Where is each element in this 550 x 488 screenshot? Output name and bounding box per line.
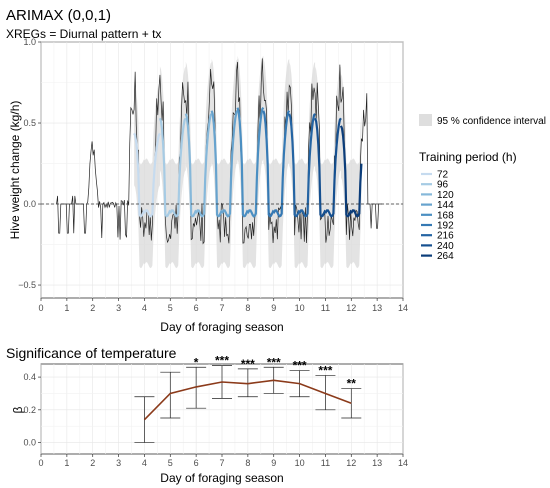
x-tick-label: 7: [219, 458, 224, 468]
prediction-line-96: [158, 117, 187, 218]
y-tick-label: 0.2: [23, 405, 36, 415]
x-tick-label: 3: [116, 458, 121, 468]
legend-label-120: 120: [437, 190, 454, 201]
x-tick-label: 7: [219, 303, 224, 313]
x-tick-label: 6: [194, 303, 199, 313]
bottom-y-ticks: 0.0 0.2 0.4: [23, 372, 41, 448]
significance-marker: *: [194, 355, 199, 369]
x-tick-label: 3: [116, 303, 121, 313]
x-tick-label: 9: [271, 458, 276, 468]
legend-label-168: 168: [437, 210, 454, 221]
x-tick-label: 4: [142, 303, 147, 313]
x-tick-label: 12: [346, 458, 356, 468]
x-tick-label: 12: [346, 303, 356, 313]
x-tick-label: 2: [90, 458, 95, 468]
bottom-grid: [40, 364, 404, 454]
legend-label-72: 72: [437, 170, 449, 181]
coefficient-line: [143, 379, 352, 421]
x-tick-label: 10: [295, 458, 305, 468]
x-tick-label: 0: [38, 458, 43, 468]
prediction-line-264: [339, 125, 363, 218]
top-prediction-lines: [133, 107, 363, 218]
legend-label-96: 96: [437, 180, 449, 191]
y-tick-label: 0.4: [23, 372, 36, 382]
legend-label-192: 192: [437, 221, 454, 232]
x-tick-label: 9: [271, 303, 276, 313]
x-tick-label: 14: [398, 303, 408, 313]
prediction-line-144: [210, 110, 239, 218]
significance-markers: * *** *** *** *** *****: [194, 354, 356, 391]
prediction-line-240: [314, 117, 342, 218]
top-chart-title: ARIMAX (0,0,1): [6, 7, 111, 24]
top-chart-subtitle: XREGs = Diurnal pattern + tx: [6, 27, 161, 41]
x-tick-label: 13: [372, 303, 382, 313]
x-tick-label: 1: [64, 303, 69, 313]
prediction-line-168: [236, 107, 265, 218]
ci-legend-label: 95 % confidence interval: [437, 116, 546, 127]
observed-series-line: [56, 58, 382, 245]
bottom-chart-title: Significance of temperature: [6, 345, 177, 361]
ci-legend-swatch: [419, 114, 432, 126]
confidence-band-96: [159, 66, 186, 269]
significance-marker: ***: [241, 357, 255, 371]
x-tick-label: 6: [194, 458, 199, 468]
x-tick-label: 0: [38, 303, 43, 313]
x-tick-label: 4: [142, 458, 147, 468]
significance-marker: ***: [318, 363, 332, 377]
x-tick-label: 10: [295, 303, 305, 313]
bottom-y-axis-label: β: [11, 406, 25, 413]
significance-marker: ***: [267, 355, 281, 369]
x-tick-label: 5: [168, 458, 173, 468]
y-tick-label: 1.0: [23, 37, 36, 47]
legend-label-264: 264: [437, 251, 454, 262]
x-tick-label: 14: [398, 458, 408, 468]
y-tick-label: 0.0: [23, 199, 36, 209]
top-y-ticks: −0.5 0.0 0.5 1.0: [18, 37, 41, 290]
x-tick-label: 13: [372, 458, 382, 468]
x-tick-label: 8: [245, 458, 250, 468]
x-tick-label: 1: [64, 458, 69, 468]
bottom-x-ticks: 0 1 2 3 4 5 6 7 8 9 10 11 12 13 14: [38, 454, 408, 468]
top-x-ticks: 0 1 2 3 4 5 6 7 8 9 10 11 12 13 14: [38, 298, 408, 313]
x-tick-label: 8: [245, 303, 250, 313]
legend-title: Training period (h): [419, 150, 517, 164]
y-tick-label: 0.0: [23, 438, 36, 448]
top-y-axis-label: Hive weight change (kg/h): [8, 101, 22, 240]
x-tick-label: 11: [321, 458, 330, 468]
top-x-axis-label: Day of foraging season: [160, 320, 283, 334]
legend-label-240: 240: [437, 241, 454, 252]
prediction-line-216: [288, 113, 316, 218]
prediction-line-72: [133, 132, 161, 218]
y-tick-label: −0.5: [18, 280, 36, 290]
x-tick-label: 2: [90, 303, 95, 313]
significance-marker: ***: [293, 359, 307, 373]
x-tick-label: 11: [321, 303, 330, 313]
bottom-coefficient-line: [143, 379, 352, 421]
legend-label-144: 144: [437, 200, 454, 211]
significance-marker: **: [347, 377, 357, 391]
bottom-x-axis-label: Day of foraging season: [160, 471, 283, 485]
x-tick-label: 5: [168, 303, 173, 313]
legend-label-216: 216: [437, 231, 454, 242]
prediction-line-192: [262, 110, 291, 218]
significance-marker: ***: [215, 354, 229, 368]
y-tick-label: 0.5: [23, 118, 36, 128]
prediction-line-120: [184, 113, 213, 218]
top-observed-line: [56, 58, 382, 245]
